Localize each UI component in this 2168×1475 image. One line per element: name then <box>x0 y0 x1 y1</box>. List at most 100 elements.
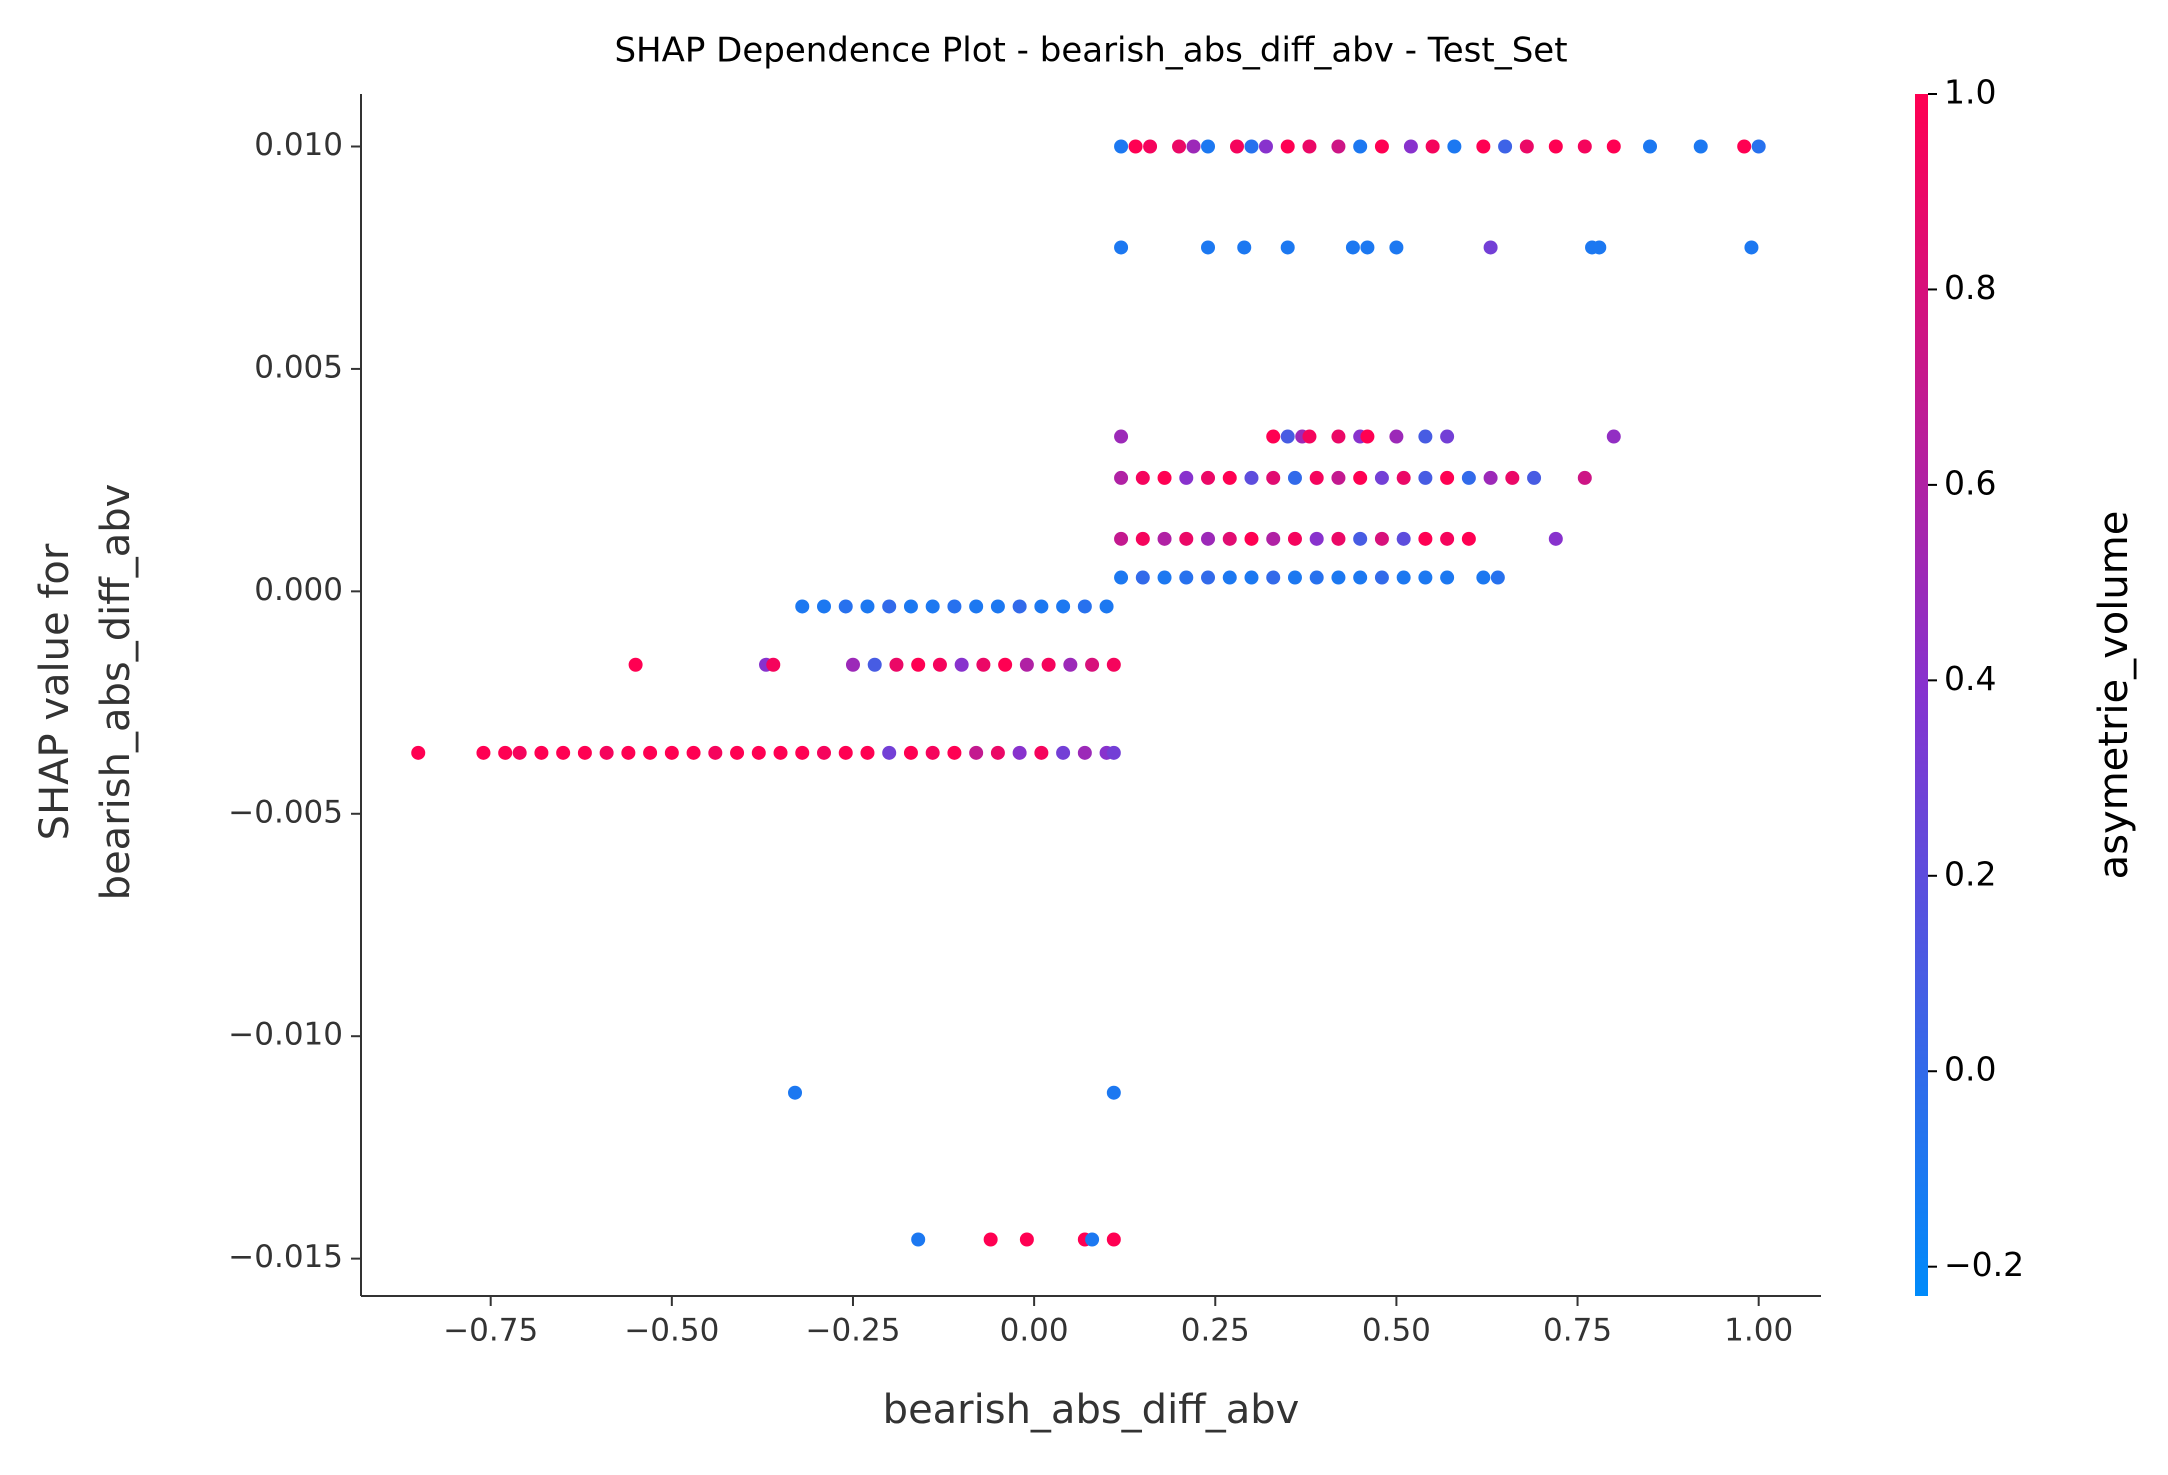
scatter-point <box>867 657 882 672</box>
scatter-point <box>1114 240 1129 255</box>
scatter-point <box>998 657 1013 672</box>
x-tick-label: −0.50 <box>624 1313 719 1349</box>
scatter-point <box>1179 470 1194 485</box>
scatter-point <box>1353 470 1368 485</box>
scatter-point <box>889 657 904 672</box>
scatter-point <box>1592 240 1607 255</box>
scatter-point <box>1034 599 1049 614</box>
scatter-point <box>1374 139 1389 154</box>
scatter-point <box>1201 531 1216 546</box>
scatter-point <box>1353 531 1368 546</box>
scatter-point <box>730 745 745 760</box>
scatter-point <box>1128 139 1143 154</box>
scatter-point <box>1106 657 1121 672</box>
scatter-point <box>1266 570 1281 585</box>
scatter-point <box>903 599 918 614</box>
scatter-point <box>816 599 831 614</box>
chart-title: SHAP Dependence Plot - bearish_abs_diff_… <box>614 31 1567 71</box>
scatter-point <box>628 657 643 672</box>
scatter-point <box>534 745 549 760</box>
scatter-point <box>708 745 723 760</box>
scatter-point <box>947 745 962 760</box>
scatter-point <box>1418 570 1433 585</box>
scatter-point <box>1440 570 1455 585</box>
y-tick-label: 0.000 <box>254 572 343 608</box>
scatter-point <box>1172 139 1187 154</box>
scatter-point <box>1461 531 1476 546</box>
scatter-point <box>1258 139 1273 154</box>
scatter-point <box>1287 531 1302 546</box>
scatter-point <box>1186 139 1201 154</box>
y-axis-label: bearish_abs_diff_abv <box>93 484 139 901</box>
scatter-point <box>1114 531 1129 546</box>
scatter-point <box>1331 470 1346 485</box>
scatter-point <box>1012 599 1027 614</box>
scatter-point <box>1135 531 1150 546</box>
scatter-point <box>1447 139 1462 154</box>
scatter-point <box>1396 531 1411 546</box>
scatter-point <box>1693 139 1708 154</box>
scatter-point <box>1244 470 1259 485</box>
scatter-point <box>1353 570 1368 585</box>
scatter-point <box>903 745 918 760</box>
scatter-point <box>577 745 592 760</box>
scatter-point <box>1309 470 1324 485</box>
y-tick-label: −0.015 <box>228 1239 343 1275</box>
scatter-point <box>556 745 571 760</box>
scatter-point <box>816 745 831 760</box>
scatter-point <box>1077 745 1092 760</box>
scatter-point <box>1461 470 1476 485</box>
colorbar-tick-label: 0.2 <box>1944 854 1996 893</box>
scatter-point <box>1287 570 1302 585</box>
scatter-point <box>1374 470 1389 485</box>
scatter-point <box>1751 139 1766 154</box>
scatter-point <box>1425 139 1440 154</box>
scatter-point <box>1505 470 1520 485</box>
scatter-point <box>411 745 426 760</box>
scatter-point <box>1157 570 1172 585</box>
scatter-point <box>1266 531 1281 546</box>
scatter-point <box>1230 139 1244 154</box>
scatter-point <box>1331 429 1346 444</box>
scatter-point <box>788 1085 803 1100</box>
scatter-point <box>845 657 860 672</box>
scatter-point <box>1577 139 1592 154</box>
scatter-point <box>1237 240 1252 255</box>
scatter-point <box>1114 570 1129 585</box>
scatter-point <box>1476 570 1491 585</box>
scatter-point <box>882 599 897 614</box>
scatter-point <box>1266 470 1281 485</box>
scatter-point <box>925 745 940 760</box>
scatter-point <box>1396 570 1411 585</box>
scatter-point <box>773 745 788 760</box>
scatter-point <box>1548 139 1563 154</box>
scatter-point <box>643 745 658 760</box>
scatter-point <box>1737 139 1752 154</box>
scatter-point <box>1143 139 1158 154</box>
scatter-point <box>1418 531 1433 546</box>
x-tick-label: 0.00 <box>1000 1313 1069 1349</box>
scatter-point <box>1389 240 1404 255</box>
scatter-point <box>1331 570 1346 585</box>
x-tick-label: −0.75 <box>443 1313 538 1349</box>
scatter-point <box>1106 1232 1121 1247</box>
scatter-point <box>599 745 614 760</box>
scatter-point <box>1345 240 1360 255</box>
scatter-point <box>925 599 940 614</box>
x-axis-label: bearish_abs_diff_abv <box>883 1387 1300 1433</box>
scatter-point <box>1280 240 1295 255</box>
scatter-point <box>1099 599 1114 614</box>
colorbar <box>1915 94 1928 1296</box>
colorbar-tick-label: 0.8 <box>1944 268 1996 307</box>
scatter-point <box>1114 429 1129 444</box>
scatter-point <box>969 745 984 760</box>
scatter-point <box>1606 429 1621 444</box>
scatter-point <box>838 745 853 760</box>
scatter-point <box>1179 531 1194 546</box>
y-tick-label: −0.005 <box>228 794 343 830</box>
scatter-point <box>1106 745 1121 760</box>
colorbar-tick-label: 0.6 <box>1944 463 1996 502</box>
colorbar-label: asymetrie_volume <box>2091 511 2137 880</box>
scatter-point <box>1440 531 1455 546</box>
